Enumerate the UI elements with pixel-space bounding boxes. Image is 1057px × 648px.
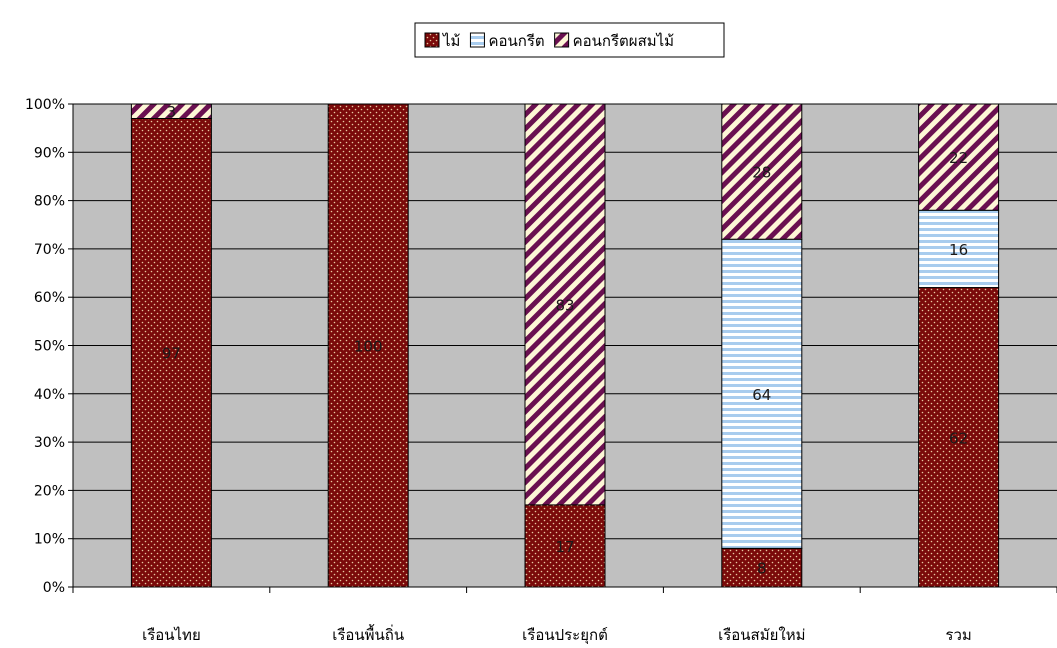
x-tick-label: เรือนสมัยใหม่ xyxy=(718,626,805,644)
bar-segment xyxy=(721,547,803,588)
bar-segment xyxy=(918,103,1000,211)
data-label: 64 xyxy=(752,386,771,404)
y-tick-label: 80% xyxy=(34,194,65,210)
legend-swatch xyxy=(424,32,440,48)
y-tick-label: 100% xyxy=(25,97,65,113)
x-tick-label: รวม xyxy=(945,626,971,644)
y-tick-label: 90% xyxy=(34,145,65,161)
data-label: 22 xyxy=(949,149,968,167)
bar-segment xyxy=(524,103,606,506)
bar-segment xyxy=(918,287,1000,588)
data-label: 97 xyxy=(162,345,181,363)
x-tick-label: เรือนไทย xyxy=(142,626,201,644)
bar-segment xyxy=(721,103,803,240)
y-tick-label: 70% xyxy=(34,242,65,258)
bar-segment xyxy=(327,103,409,588)
legend-label: คอนกรีต xyxy=(488,32,544,50)
y-tick-label: 60% xyxy=(34,290,65,306)
data-label: 100 xyxy=(354,338,383,356)
legend-swatch xyxy=(469,32,485,48)
data-label: 62 xyxy=(949,429,968,447)
y-tick-label: 30% xyxy=(34,435,65,451)
y-tick-label: 0% xyxy=(43,580,65,596)
x-tick-label: เรือนพื้นถิ่น xyxy=(332,624,404,644)
legend-label: ไม้ xyxy=(442,32,460,50)
bar-segment xyxy=(130,117,212,588)
x-tick-label: เรือนประยุกต์ xyxy=(522,626,608,644)
data-label: 83 xyxy=(555,296,574,314)
bar-segment xyxy=(721,238,803,549)
y-tick-label: 40% xyxy=(34,387,65,403)
data-label: 3 xyxy=(167,103,177,121)
data-label: 28 xyxy=(752,164,771,182)
bar-segment xyxy=(524,504,606,588)
bar-segment xyxy=(130,103,212,119)
y-tick-label: 20% xyxy=(34,483,65,499)
legend-box xyxy=(414,22,725,58)
data-label: 16 xyxy=(949,241,968,259)
data-label: 8 xyxy=(757,560,767,578)
y-tick-label: 10% xyxy=(34,532,65,548)
y-tick-label: 50% xyxy=(34,339,65,355)
legend-swatch xyxy=(554,32,570,48)
data-label: 17 xyxy=(555,538,574,556)
legend-label: คอนกรีตผสมไม้ xyxy=(573,32,674,50)
